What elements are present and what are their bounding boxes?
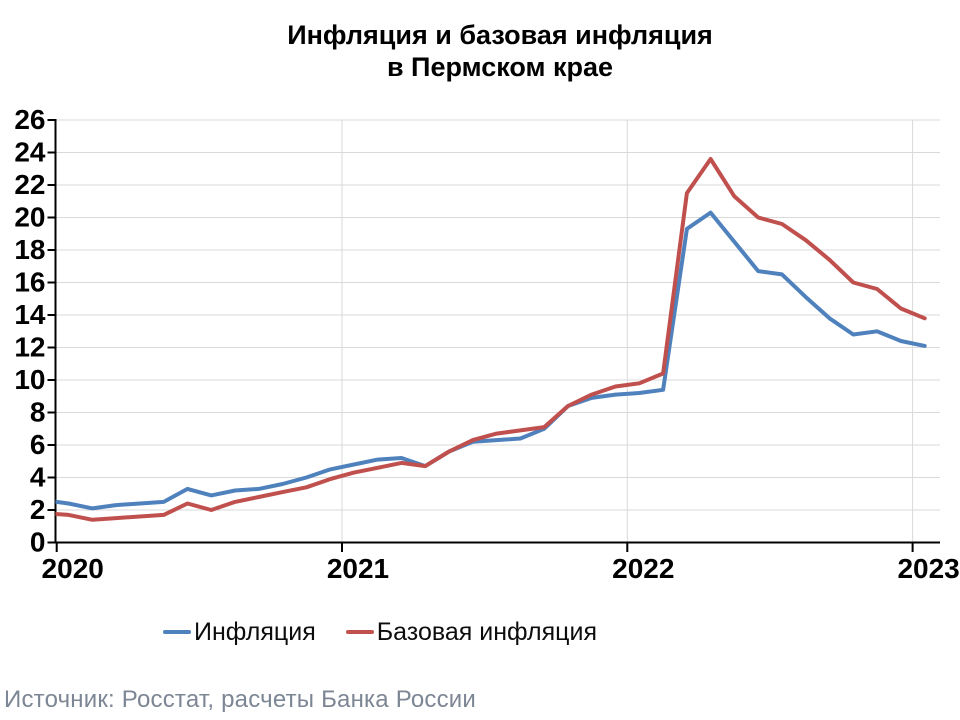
legend-item-inflation: Инфляция	[163, 618, 316, 647]
y-tick-label: 14	[14, 299, 46, 330]
legend-item-core-inflation: Базовая инфляция	[345, 617, 597, 647]
x-tick-label: 2021	[327, 553, 389, 584]
y-tick-label: 8	[30, 397, 46, 428]
source-note: Источник: Росстат, расчеты Банка России	[4, 686, 477, 713]
y-tick-label: 4	[30, 462, 46, 493]
y-tick-label: 10	[14, 364, 45, 395]
y-tick-label: 2	[30, 494, 46, 525]
gridlines	[55, 119, 940, 543]
chart-title: Инфляция и базовая инфляция в Пермском к…	[55, 20, 945, 84]
chart-title-line2: в Пермском крае	[386, 51, 614, 82]
axis-ticks	[47, 119, 914, 552]
y-tick-label: 6	[30, 429, 46, 460]
y-tick-label: 18	[14, 234, 45, 265]
y-tick-label: 26	[14, 104, 45, 135]
y-tick-label: 20	[14, 202, 45, 233]
x-tick-label: 2022	[612, 553, 674, 584]
core-inflation-legend-marker	[345, 630, 374, 634]
inflation-legend-marker	[163, 630, 191, 634]
axes	[54, 119, 940, 544]
x-tick-label: 2020	[42, 553, 104, 584]
core-inflation-line	[55, 157, 927, 522]
y-tick-label: 16	[14, 267, 45, 298]
x-axis-labels: 2020 2021 2022 2023	[42, 553, 960, 584]
y-tick-label: 0	[30, 527, 46, 558]
legend: Инфляция Базовая инфляция	[163, 615, 597, 649]
x-tick-label: 2023	[897, 553, 959, 584]
inflation-legend-label: Инфляция	[194, 617, 316, 646]
y-tick-label: 22	[14, 169, 45, 200]
series-lines	[55, 157, 927, 522]
y-tick-label: 24	[14, 137, 46, 168]
chart-title-line1: Инфляция и базовая инфляция	[287, 20, 713, 50]
inflation-line	[55, 210, 927, 511]
core-inflation-legend-label: Базовая инфляция	[376, 617, 597, 646]
y-tick-label: 12	[14, 332, 45, 363]
